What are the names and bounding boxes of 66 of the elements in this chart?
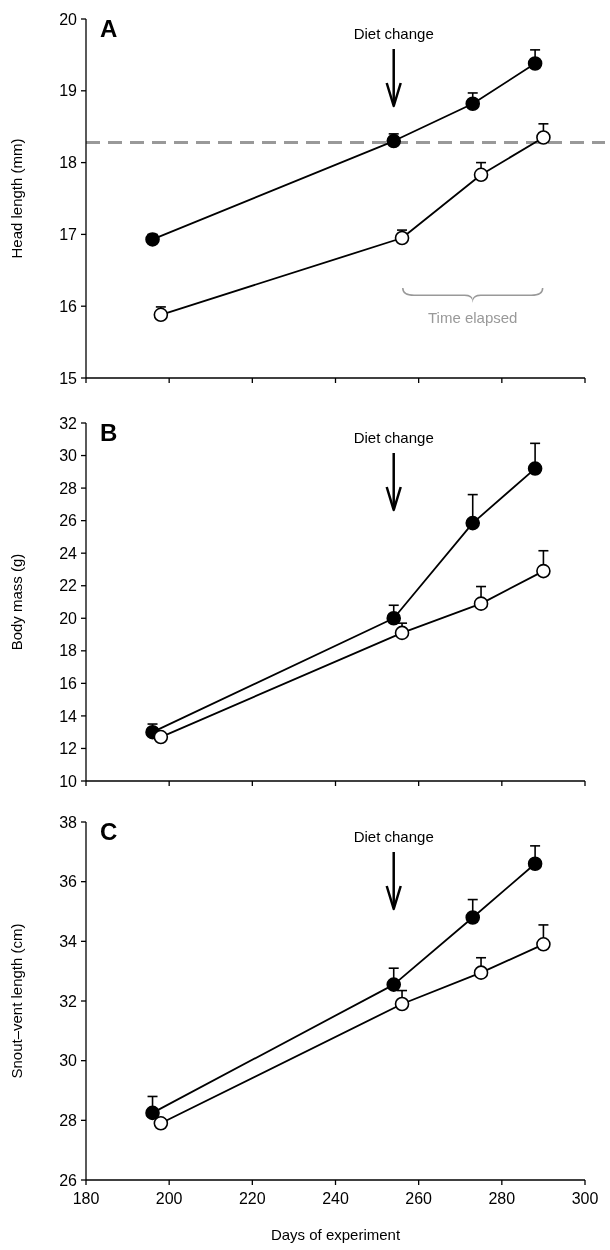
- point: [527, 856, 543, 872]
- point: [153, 307, 169, 323]
- annotation: Time elapsed: [427, 309, 518, 327]
- x-tick-label: 180: [72, 1190, 100, 1207]
- y-tick-label: 26: [59, 512, 78, 530]
- x-tick-label: 260: [405, 1190, 433, 1207]
- x-tick-label: 200: [155, 1190, 183, 1207]
- y-tick-label: 34: [59, 932, 78, 950]
- y-axis-title: Snout–vent length (cm): [8, 923, 25, 1079]
- y-tick-label: 26: [59, 1171, 78, 1189]
- y-tick-label: 10: [59, 772, 78, 790]
- y-tick-label: 30: [59, 447, 78, 465]
- point: [527, 461, 543, 476]
- point: [465, 910, 481, 925]
- annotation: Diet change: [353, 429, 434, 446]
- point: [394, 625, 410, 641]
- x-tick-label: 300: [571, 1190, 599, 1207]
- y-axis-title: Head length (mm): [8, 138, 25, 259]
- y-tick-label: 12: [59, 740, 78, 758]
- y-tick-label: 16: [59, 297, 78, 315]
- point: [386, 977, 402, 992]
- chart-title: B: [100, 419, 118, 446]
- y-tick-label: 22: [59, 577, 78, 595]
- point: [473, 167, 489, 183]
- point: [536, 563, 551, 579]
- point: [394, 996, 410, 1012]
- x-tick-label: 280: [488, 1190, 516, 1207]
- y-tick-label: 28: [59, 479, 78, 497]
- point: [153, 1116, 169, 1131]
- y-tick-label: 38: [59, 813, 78, 831]
- point: [536, 130, 551, 145]
- point: [465, 96, 481, 112]
- y-tick-label: 19: [59, 82, 78, 100]
- y-axis-title: Body mass (g): [8, 553, 25, 651]
- point: [536, 937, 551, 952]
- y-tick-label: 24: [59, 544, 78, 562]
- chart-title: A: [100, 15, 118, 42]
- point: [394, 230, 410, 246]
- point: [145, 1105, 160, 1121]
- annotation: Diet change: [353, 828, 434, 845]
- y-tick-label: 20: [59, 10, 78, 28]
- chart-title: C: [100, 818, 118, 845]
- x-tick-label: 240: [322, 1190, 349, 1207]
- point: [473, 596, 489, 611]
- y-tick-label: 18: [59, 154, 78, 172]
- point: [386, 133, 402, 149]
- point: [386, 610, 402, 626]
- y-tick-label: 18: [59, 642, 78, 660]
- y-tick-label: 32: [59, 992, 78, 1010]
- y-tick-label: 32: [59, 414, 78, 432]
- point: [465, 515, 481, 531]
- y-tick-label: 30: [59, 1052, 78, 1070]
- x-axis-title: Days of experiment: [270, 1226, 401, 1243]
- point: [527, 56, 543, 71]
- point: [145, 232, 160, 247]
- y-tick-label: 20: [59, 609, 78, 627]
- point: [473, 965, 489, 980]
- y-tick-label: 14: [59, 707, 78, 725]
- x-tick-label: 220: [238, 1190, 266, 1207]
- y-tick-label: 36: [59, 873, 78, 891]
- y-tick-label: 28: [59, 1111, 78, 1129]
- y-tick-label: 17: [59, 226, 78, 243]
- point: [153, 729, 169, 745]
- y-tick-label: 15: [59, 369, 78, 387]
- y-tick-label: 16: [59, 674, 78, 692]
- annotation: Diet change: [353, 25, 434, 42]
